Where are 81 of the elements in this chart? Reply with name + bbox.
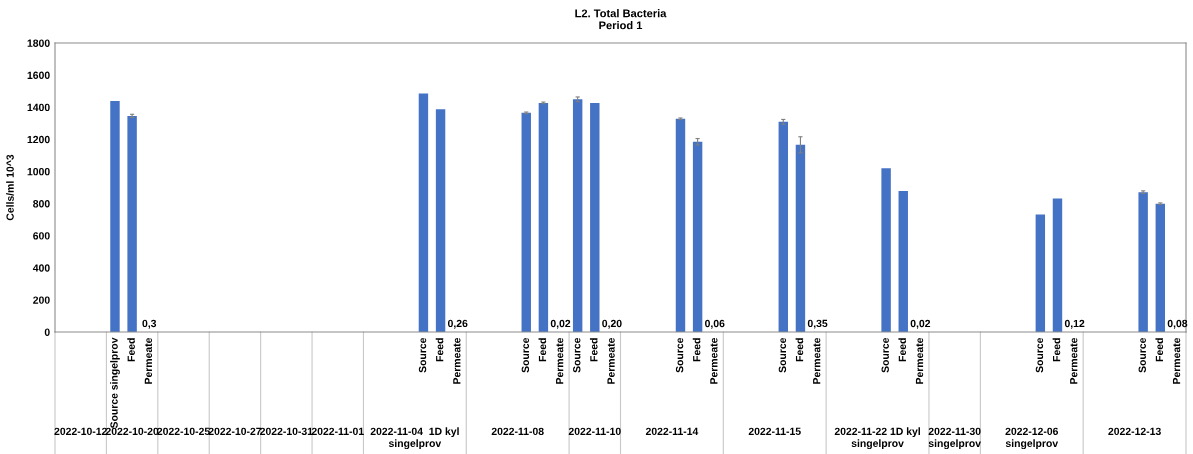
bar (572, 99, 583, 332)
x-tick-label: Feed (898, 338, 907, 362)
text: 2022-10-20 (105, 427, 159, 436)
bar (435, 109, 446, 332)
data-label: 0,06 (705, 319, 725, 329)
x-tick-label: Source (675, 337, 684, 373)
x-tick-label: Permeate (915, 337, 924, 384)
x-tick-label: Feed (435, 338, 444, 362)
x-tick-label: Permeate (813, 337, 821, 384)
y-tick-label: 1400 (27, 103, 50, 112)
bar (1035, 214, 1046, 332)
x-tick-label: Permeate (1172, 337, 1181, 384)
data-label: 0,20 (602, 319, 622, 329)
text: 2022-11-08 (491, 427, 544, 436)
x-tick-label: Permeate (556, 337, 564, 384)
x-tick-label: Source (573, 337, 581, 373)
x-tick-label: Feed (1052, 338, 1061, 362)
y-axis-title: Cells/ml 10^3 (6, 154, 14, 221)
y-tick-label: 200 (33, 296, 50, 304)
data-label: 0,12 (1064, 319, 1085, 329)
text: 2022-11-04 1D kyl singelprov (370, 427, 459, 450)
x-tick-label: Permeate (607, 337, 615, 384)
data-label: 0,26 (447, 319, 468, 329)
data-label: 0,35 (807, 319, 828, 329)
y-tick-label: 1600 (27, 71, 50, 79)
bar (418, 93, 429, 332)
x-tick-label: Source (418, 337, 427, 373)
text: 2022-11-22 1D kyl singelprov (834, 427, 920, 450)
bar (1052, 198, 1063, 332)
x-tick-label: Permeate (453, 337, 461, 384)
chart-title: L2. Total Bacteria Period 1 (575, 9, 667, 30)
x-tick-label: Permeate (144, 337, 153, 384)
x-tick-label: Feed (589, 338, 598, 362)
text: 2022-12-06 singelprov (1005, 427, 1059, 450)
x-tick-label: Feed (538, 338, 547, 362)
y-tick-label: 600 (33, 232, 50, 240)
text: 2022-11-10 (568, 427, 621, 436)
text: 2022-10-27 (208, 427, 262, 436)
bar (881, 168, 891, 332)
bar (538, 102, 549, 332)
text: 2022-12-13 (1108, 427, 1161, 436)
bar (127, 115, 137, 332)
x-tick-label: Permeate (710, 337, 718, 384)
x-tick-label: Permeate (1070, 337, 1078, 384)
x-tick-label: Source (521, 337, 530, 373)
bar (778, 121, 789, 332)
text: 2022-11-30 singelprov (928, 427, 981, 450)
x-tick-label: Source (1138, 337, 1146, 373)
bar (1155, 203, 1166, 332)
data-label: 0,02 (550, 319, 571, 329)
text: 2022-11-15 (748, 427, 801, 436)
x-tick-label: Source singelprov (110, 337, 120, 429)
bar (692, 141, 703, 332)
text: 2022-10-31 (260, 427, 313, 436)
x-tick-label: Feed (127, 338, 135, 362)
bar (110, 100, 120, 332)
text: 2022-10-25 (157, 427, 210, 436)
bar (521, 112, 531, 332)
bar (675, 118, 686, 332)
x-tick-label: Source (881, 337, 889, 373)
y-tick-label: 0 (44, 328, 50, 336)
y-tick-label: 1000 (27, 167, 50, 176)
y-tick-label: 1800 (27, 39, 50, 47)
x-tick-label: Feed (795, 338, 804, 362)
bar (1138, 192, 1148, 332)
x-tick-label: Source (1035, 337, 1044, 373)
data-label: 0,3 (142, 319, 157, 329)
x-tick-label: Feed (692, 338, 701, 362)
x-tick-label: Source (778, 337, 787, 373)
bar (795, 144, 806, 332)
y-tick-label: 800 (33, 200, 50, 208)
text: 2022-11-14 (645, 427, 699, 436)
text: 2022-10-12 (54, 427, 107, 436)
data-label: 0,08 (1167, 319, 1188, 329)
text: 2022-11-01 (311, 427, 364, 436)
bar (590, 102, 600, 332)
data-label: 0,02 (910, 319, 931, 329)
x-tick-label: Feed (1155, 338, 1164, 362)
y-tick-label: 400 (32, 264, 50, 272)
bar (898, 191, 908, 332)
y-tick-label: 1200 (27, 135, 50, 144)
